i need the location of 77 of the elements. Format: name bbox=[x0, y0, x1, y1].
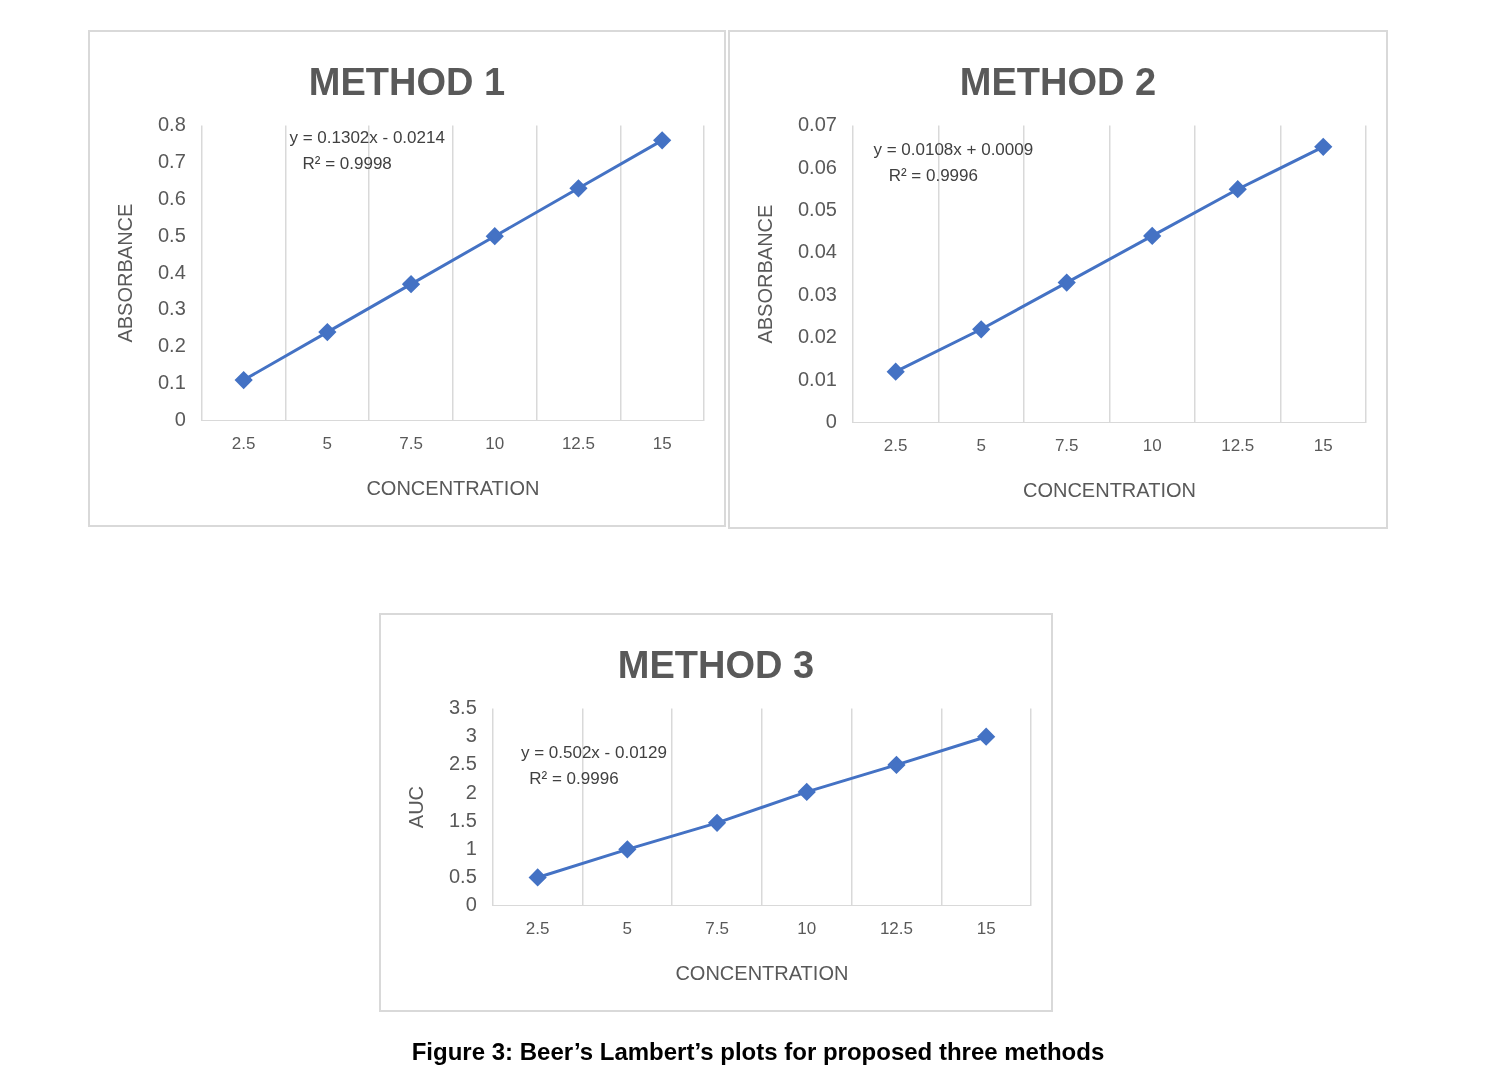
x-tick-label: 10 bbox=[485, 434, 505, 454]
x-tick-label: 5 bbox=[976, 436, 986, 456]
point bbox=[708, 814, 726, 832]
point bbox=[618, 840, 636, 858]
chart-title: METHOD 2 bbox=[959, 61, 1157, 104]
point bbox=[653, 131, 671, 149]
y-tick-label: 0.03 bbox=[797, 282, 837, 305]
point bbox=[887, 363, 905, 381]
annotation: y = 0.1302x - 0.0214 bbox=[289, 128, 445, 148]
point bbox=[486, 227, 504, 245]
y-tick-label: 0.05 bbox=[797, 197, 837, 220]
y-tick-label: 2 bbox=[465, 780, 477, 803]
x-tick-label: 7.5 bbox=[1054, 436, 1079, 456]
y-tick-label: 0.1 bbox=[157, 371, 186, 394]
y-tick-label: 0.8 bbox=[157, 113, 186, 136]
point bbox=[235, 371, 253, 389]
y-tick-label: 1 bbox=[465, 836, 477, 859]
y-tick-label: 0.3 bbox=[157, 297, 186, 320]
y-tick-label: 0.04 bbox=[797, 240, 837, 263]
point bbox=[977, 728, 995, 746]
annotation: R² = 0.9996 bbox=[888, 166, 978, 186]
point bbox=[569, 179, 587, 197]
y-axis-title: ABSORBANCE bbox=[113, 203, 136, 343]
x-tick-label: 10 bbox=[1142, 436, 1162, 456]
y-tick-label: 0 bbox=[174, 408, 186, 431]
y-tick-label: 2.5 bbox=[448, 752, 477, 775]
x-tick-label: 7.5 bbox=[705, 919, 729, 939]
y-tick-label: 0.2 bbox=[157, 334, 186, 357]
annotation: y = 0.502x - 0.0129 bbox=[520, 742, 667, 762]
annotation: y = 0.0108x + 0.0009 bbox=[873, 140, 1034, 160]
annotation: R² = 0.9996 bbox=[529, 768, 619, 788]
y-tick-label: 3.5 bbox=[448, 696, 477, 719]
point bbox=[1143, 227, 1161, 245]
y-tick-label: 0 bbox=[465, 893, 477, 916]
y-tick-label: 0 bbox=[825, 410, 837, 433]
y-tick-label: 0.6 bbox=[157, 186, 186, 209]
point bbox=[972, 320, 990, 338]
x-tick-label: 2.5 bbox=[231, 434, 256, 454]
x-tick-label: 12.5 bbox=[561, 434, 595, 454]
point bbox=[402, 275, 420, 293]
x-tick-label: 5 bbox=[322, 434, 333, 454]
point bbox=[798, 783, 816, 801]
x-tick-label: 15 bbox=[976, 919, 996, 939]
point bbox=[318, 323, 336, 341]
y-axis-title: ABSORBANCE bbox=[753, 204, 776, 344]
y-tick-label: 0.5 bbox=[448, 864, 477, 887]
point bbox=[529, 868, 547, 886]
caption: Figure 3: Beer’s Lambert’s plots for proposed three methods bbox=[410, 1038, 1106, 1066]
x-axis-title: CONCENTRATION bbox=[366, 476, 540, 499]
x-axis-title: CONCENTRATION bbox=[675, 961, 849, 984]
x-tick-label: 5 bbox=[622, 919, 633, 939]
y-tick-label: 0.07 bbox=[797, 113, 837, 136]
x-axis-title: CONCENTRATION bbox=[1022, 478, 1196, 501]
x-tick-label: 2.5 bbox=[525, 919, 550, 939]
x-tick-label: 15 bbox=[652, 434, 672, 454]
point bbox=[1314, 138, 1332, 156]
x-tick-label: 2.5 bbox=[883, 436, 908, 456]
y-tick-label: 0.01 bbox=[797, 367, 837, 390]
point bbox=[1058, 274, 1076, 292]
x-tick-label: 12.5 bbox=[879, 919, 913, 939]
chart-title: METHOD 1 bbox=[308, 61, 506, 104]
y-tick-label: 0.5 bbox=[157, 223, 186, 246]
y-axis-title: AUC bbox=[404, 785, 427, 829]
x-tick-label: 12.5 bbox=[1221, 436, 1255, 456]
x-tick-label: 15 bbox=[1313, 436, 1333, 456]
y-tick-label: 0.4 bbox=[157, 260, 186, 283]
point bbox=[1229, 180, 1247, 198]
y-tick-label: 1.5 bbox=[448, 808, 477, 831]
x-tick-label: 7.5 bbox=[399, 434, 423, 454]
annotation: R² = 0.9998 bbox=[302, 154, 392, 174]
point bbox=[887, 756, 905, 774]
chart-title: METHOD 3 bbox=[617, 644, 815, 687]
y-tick-label: 0.7 bbox=[157, 149, 186, 172]
x-tick-label: 10 bbox=[797, 919, 817, 939]
y-tick-label: 3 bbox=[465, 724, 477, 747]
y-tick-label: 0.06 bbox=[797, 155, 837, 178]
y-tick-label: 0.02 bbox=[797, 325, 837, 348]
